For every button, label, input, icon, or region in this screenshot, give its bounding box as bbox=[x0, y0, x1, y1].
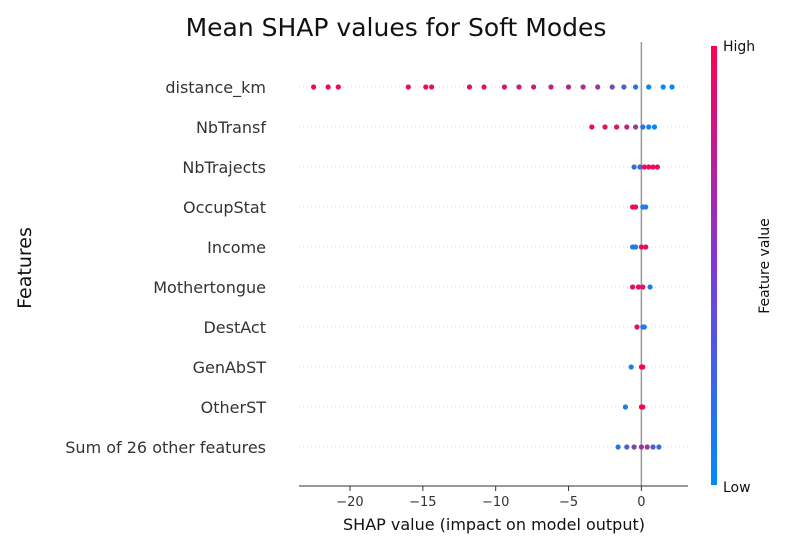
data-point bbox=[651, 124, 658, 130]
data-point bbox=[624, 444, 630, 450]
data-point bbox=[516, 84, 522, 90]
data-point bbox=[595, 84, 601, 90]
guide-lines bbox=[299, 86, 688, 448]
colorbar-title: Feature value bbox=[757, 218, 773, 314]
data-point bbox=[325, 84, 331, 90]
data-point bbox=[628, 364, 634, 370]
data-point bbox=[622, 404, 629, 410]
data-point bbox=[644, 444, 650, 450]
data-point bbox=[466, 84, 473, 90]
data-point bbox=[640, 404, 646, 410]
data-point bbox=[633, 84, 639, 90]
feature-label: NbTrajects bbox=[182, 158, 266, 177]
data-point bbox=[633, 124, 639, 130]
feature-labels: distance_km NbTransf NbTrajects OccupStat In… bbox=[65, 78, 266, 457]
data-point bbox=[548, 84, 554, 90]
data-point bbox=[646, 124, 652, 130]
x-tick-label: −10 bbox=[482, 495, 509, 510]
colorbar-low-label: Low bbox=[723, 480, 751, 496]
colorbar bbox=[711, 46, 717, 485]
data-point bbox=[631, 444, 637, 450]
data-point bbox=[669, 84, 675, 90]
data-point bbox=[660, 84, 666, 90]
feature-label: OtherST bbox=[201, 398, 267, 417]
data-point bbox=[641, 164, 647, 170]
data-point bbox=[646, 84, 652, 90]
data-point bbox=[650, 444, 656, 450]
points-layer bbox=[311, 84, 675, 450]
data-point bbox=[630, 284, 636, 290]
data-point bbox=[531, 84, 537, 90]
data-point bbox=[501, 84, 507, 90]
data-point bbox=[335, 84, 341, 90]
chart-title: Mean SHAP values for Soft Modes bbox=[186, 13, 607, 42]
data-point bbox=[635, 284, 642, 290]
feature-label: Income bbox=[207, 238, 266, 257]
data-point bbox=[405, 84, 411, 90]
data-point bbox=[615, 444, 621, 450]
feature-label: Mothertongue bbox=[153, 278, 266, 297]
data-point bbox=[640, 124, 646, 130]
data-point bbox=[638, 444, 645, 450]
x-tick-label: −15 bbox=[409, 495, 436, 510]
data-point bbox=[643, 244, 649, 250]
data-point bbox=[631, 164, 637, 170]
x-ticks: −20 −15 −10 −5 0 bbox=[336, 486, 646, 510]
colorbar-high-label: High bbox=[723, 39, 755, 55]
feature-label: OccupStat bbox=[183, 198, 266, 217]
data-point bbox=[565, 84, 572, 90]
data-point bbox=[654, 164, 661, 170]
data-point bbox=[633, 244, 639, 250]
data-point bbox=[423, 84, 429, 90]
x-tick-label: 0 bbox=[637, 495, 645, 510]
data-point bbox=[614, 124, 620, 130]
data-point bbox=[647, 284, 653, 290]
data-point bbox=[602, 124, 608, 130]
feature-label: distance_km bbox=[165, 78, 266, 98]
data-point bbox=[481, 84, 487, 90]
y-axis-label: Features bbox=[14, 227, 36, 309]
x-axis-label: SHAP value (impact on model output) bbox=[343, 515, 645, 534]
data-point bbox=[589, 124, 595, 130]
feature-label: Sum of 26 other features bbox=[65, 438, 266, 457]
feature-label: DestAct bbox=[203, 318, 266, 337]
data-point bbox=[633, 204, 639, 210]
data-point bbox=[580, 84, 586, 90]
data-point bbox=[609, 84, 615, 90]
data-point bbox=[650, 164, 656, 170]
feature-label: GenAbST bbox=[193, 358, 267, 377]
data-point bbox=[656, 444, 662, 450]
data-point bbox=[637, 164, 643, 170]
data-point bbox=[640, 364, 646, 370]
data-point bbox=[624, 124, 630, 130]
data-point bbox=[634, 324, 640, 330]
data-point bbox=[311, 84, 317, 90]
data-point bbox=[638, 244, 645, 250]
data-point bbox=[429, 84, 435, 90]
data-point bbox=[641, 324, 647, 330]
x-tick-label: −5 bbox=[559, 495, 578, 510]
data-point bbox=[640, 284, 646, 290]
data-point bbox=[621, 84, 627, 90]
data-point bbox=[643, 204, 649, 210]
feature-label: NbTransf bbox=[196, 118, 266, 137]
x-tick-label: −20 bbox=[336, 495, 363, 510]
data-point bbox=[646, 164, 652, 170]
